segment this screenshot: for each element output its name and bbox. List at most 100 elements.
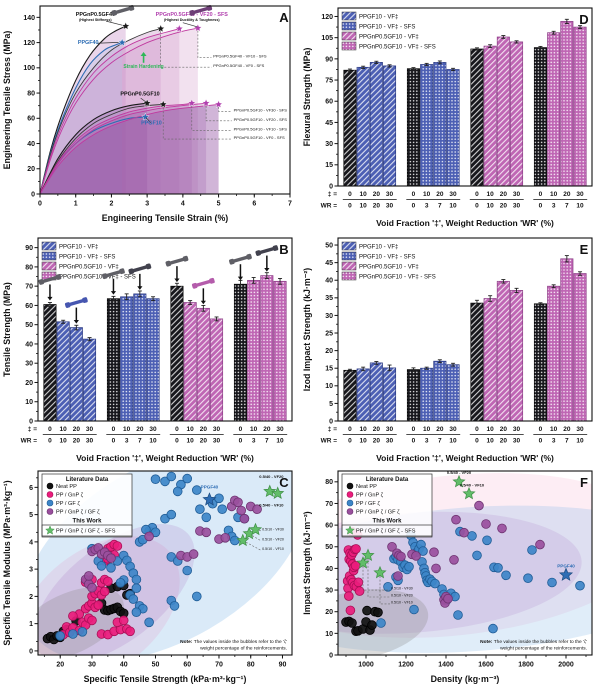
bar [483,45,497,187]
bar [369,362,383,422]
annotation: PPGnP0.5GF40 [76,12,115,18]
specimen-arrow [137,286,143,290]
y-tick-label: 20 [325,609,333,616]
y-tick-label: 15 [325,162,333,169]
y-axis-title: Flexural Strength (MPa) [302,48,312,147]
pointer-line [145,117,151,123]
annotation: 0.5/40 - VF20 [447,470,472,475]
legend-label: PPGF10 - VF‡ [359,15,398,21]
legend-swatch [341,261,357,271]
wr-tick-label: 0 [48,438,52,445]
note-text-2: weight percentage of the reinforcements. [500,646,587,652]
bar [56,321,70,422]
end-star-gf40_vf20 [193,23,203,32]
wr-tick-label: 20 [373,203,381,210]
vf-tick-label: 20 [436,426,444,433]
legend-title: This Work [73,519,103,525]
wr-tick-label: 10 [576,203,584,210]
wr-tick-label: 7 [138,438,142,445]
leader-line [248,533,262,542]
wr-tick-label: 10 [276,438,284,445]
wr-tick-label: 3 [252,438,256,445]
annotation: PPGF10 [141,121,162,127]
y-tick-label: 90 [25,245,33,252]
wr-tick-label: 0 [112,438,116,445]
specimen-icon [165,255,189,267]
wr-tick-label: 10 [187,438,195,445]
legend-label: PPGnP0.5GF10 - VF‡ - SFS [59,275,136,281]
axis-box [37,237,293,422]
vf-tick-label: 20 [263,426,271,433]
y-tick-label: 40 [27,141,35,148]
y-tick-label: 50 [325,242,333,249]
x-tick-label: 2 [109,201,113,208]
pointer-line [140,97,147,103]
wr-tick-label: 0 [348,203,352,210]
axis-box [337,237,593,422]
x-tick-label: 20 [56,662,64,669]
bar [470,302,484,422]
bar [560,258,574,422]
bar [547,285,561,422]
y-tick-label: 30 [325,587,333,594]
wr-tick-label: 10 [60,438,68,445]
vf-tick-label: 30 [386,426,394,433]
panel-letter: C [279,475,289,490]
x-tick-label: 3 [145,201,149,208]
bar [183,302,197,422]
vf-tick-label: 30 [213,426,221,433]
leader-line [160,31,212,68]
bar [433,62,447,187]
wr-tick-label: 7 [265,438,269,445]
bar [420,64,434,187]
this-work-star [462,486,476,500]
legend-label: Neat PP [56,484,77,490]
wr-tick-label: 10 [449,203,457,210]
this-work-star [361,548,375,562]
wr-tick-label: 10 [360,438,368,445]
bar [356,66,370,187]
wr-tick-label: 3 [552,438,556,445]
vf-prefix: ‡ = [28,426,37,433]
bar [170,285,184,422]
y-tick-label: 6 [29,485,33,492]
x-tick-label: 7 [288,201,292,208]
leader-line [362,566,390,591]
vf-tick-label: 10 [187,426,195,433]
wr-prefix: WR = [321,203,338,210]
annotation: Strain Hardening [123,64,163,70]
y-axis-title: Specific Tensile Modulus (MPa·m³·kg⁻¹) [2,480,12,645]
vf-tick-label: 0 [239,426,243,433]
bar [446,69,460,187]
vf-tick-label: 0 [539,426,543,433]
this-work-star [356,556,370,569]
note-text-2: weight percentage of the reinforcements. [200,646,287,652]
curve-gf40_vf0 [40,28,161,194]
this-work-star [263,484,277,498]
annotation: PPGnP0.5GF40 - VF10 - SFS [213,54,267,59]
panel-C: PPGF40 0.5/40 - VF20 0.5/40 - VF10 0.5/10 -… [0,465,300,691]
vf-tick-label: 10 [360,191,368,198]
y-tick-label: 5 [29,512,33,519]
legend-swatch [41,261,57,271]
y-tick-label: 30 [25,361,33,368]
legend-swatch [341,11,357,21]
specimen-arrow [200,300,206,305]
bar [573,273,587,422]
end-star-gf40_vf0 [156,24,166,33]
legend-box [41,473,133,538]
this-work-star [452,474,466,488]
panel-letter: A [279,10,289,25]
bar [547,32,561,187]
pointer-line [105,20,123,26]
legend-swatch [341,31,357,41]
x-tick-label: 1400 [438,662,454,669]
y-axis-title: Tensile Strength (MPa) [2,282,12,377]
series-points [387,500,545,608]
vf-tick-label: 30 [576,191,584,198]
legend-label: PPGF10 - VF‡ [59,245,98,251]
legend-swatch [341,251,357,261]
wr-tick-label: 7 [565,438,569,445]
area-gf40 [40,42,123,194]
legend-label: PPGnP0.5GF10 - VF‡ [59,265,119,271]
